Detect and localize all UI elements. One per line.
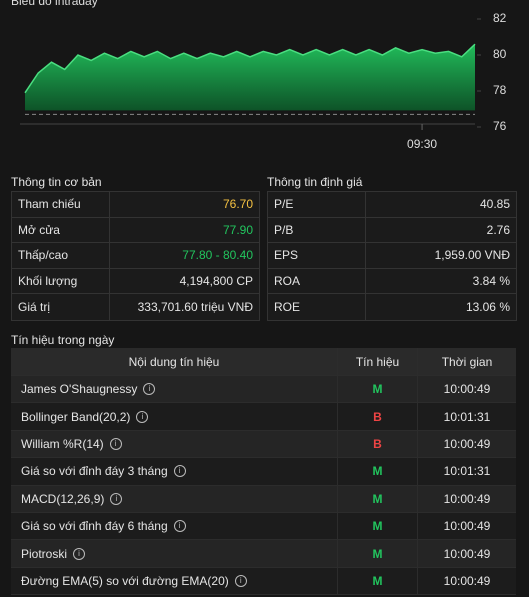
name-text: MACD(12,26,9) bbox=[21, 491, 105, 506]
signal-row: Đường EMA(5) so với đường EMA(20) i M 10:00… bbox=[11, 567, 516, 596]
signal-row: Piotroski i M 10:00:49 bbox=[11, 540, 516, 568]
signal-name: Giá so với đỉnh đáy 3 tháng i bbox=[11, 458, 338, 485]
info-icon: i bbox=[109, 437, 122, 450]
info-row: Tham chiếu 76.70 bbox=[12, 192, 259, 218]
signal-row: James O'Shaugnessy i M 10:00:49 bbox=[11, 376, 516, 404]
signal-name: Giá so với đỉnh đáy 6 tháng i bbox=[11, 512, 338, 540]
value: 77.90 bbox=[222, 222, 253, 237]
value: 2.76 bbox=[486, 222, 510, 237]
label: ROA bbox=[268, 268, 366, 294]
time: 10:01:31 bbox=[443, 409, 491, 424]
label: Thấp/cao bbox=[12, 243, 110, 268]
signal: B bbox=[338, 403, 418, 430]
info-row: ROE 13.06 % bbox=[268, 294, 516, 320]
signal-name: William %R(14) i bbox=[11, 430, 338, 458]
info-icon: i bbox=[143, 383, 156, 396]
signal-row: Bollinger Band(20,2) i B 10:01:31 bbox=[11, 403, 516, 431]
signal-name: Đường EMA(5) so với đường EMA(20) i bbox=[11, 567, 338, 595]
label: Tham chiếu bbox=[12, 192, 110, 217]
time: 10:00:49 bbox=[443, 382, 491, 397]
y-tick-label: 76 bbox=[493, 119, 507, 133]
info-table: P/E 40.85 P/B 2.76 EPS 1,959.00 VNĐ ROA 3.84 % R… bbox=[267, 191, 517, 321]
y-tick-label: 78 bbox=[493, 83, 507, 97]
info-icon: i bbox=[73, 547, 86, 560]
value: 3.84 % bbox=[472, 274, 510, 289]
y-tick-label: 80 bbox=[493, 47, 507, 61]
signal: M bbox=[338, 485, 418, 512]
section-title: Thông tin cơ bản bbox=[11, 175, 102, 189]
column-header: Thời gian bbox=[441, 354, 493, 369]
time: 10:00:49 bbox=[443, 436, 491, 451]
info-row: P/B 2.76 bbox=[268, 217, 516, 244]
time: 10:00:49 bbox=[443, 573, 491, 588]
value: 1,959.00 VNĐ bbox=[434, 248, 510, 263]
signal: M bbox=[338, 567, 418, 595]
info-row: Mở cửa 77.90 bbox=[12, 217, 259, 244]
name-text: Bollinger Band(20,2) bbox=[21, 409, 131, 424]
signal-row: Giá so với đỉnh đáy 3 tháng i M 10:01:31 bbox=[11, 458, 516, 486]
value: 333,701.60 triệu VNĐ bbox=[137, 300, 253, 315]
x-tick-label: 09:30 bbox=[407, 137, 437, 151]
info-icon: i bbox=[173, 520, 186, 533]
label: P/B bbox=[268, 217, 366, 243]
time: 10:00:49 bbox=[443, 546, 491, 561]
signal-row: Giá so với đỉnh đáy 6 tháng i M 10:00:49 bbox=[11, 512, 516, 541]
name-text: Giá so với đỉnh đáy 6 tháng bbox=[21, 519, 168, 534]
label: Khối lượng bbox=[12, 268, 110, 294]
info-row: ROA 3.84 % bbox=[268, 268, 516, 295]
header-row: Nội dung tín hiệu Tín hiệu Thời gian bbox=[11, 348, 516, 376]
y-tick-label: 82 bbox=[493, 11, 507, 25]
signal-table: Nội dung tín hiệu Tín hiệu Thời gian James … bbox=[11, 348, 516, 596]
signal-name: Piotroski i bbox=[11, 540, 338, 567]
name-text: Giá so với đỉnh đáy 3 tháng bbox=[21, 464, 168, 479]
signal-name: James O'Shaugnessy i bbox=[11, 376, 338, 403]
chart-title: Biểu đồ intraday bbox=[11, 0, 98, 8]
label: ROE bbox=[268, 294, 366, 320]
area bbox=[25, 44, 475, 111]
time: 10:01:31 bbox=[443, 464, 491, 479]
name-text: Piotroski bbox=[21, 546, 68, 561]
line bbox=[24, 43, 476, 94]
name-text: William %R(14) bbox=[21, 436, 104, 451]
info-icon: i bbox=[136, 410, 149, 423]
info-row: P/E 40.85 bbox=[268, 192, 516, 218]
section-title: Tín hiệu trong ngày bbox=[11, 333, 115, 347]
signal-row: William %R(14) i B 10:00:49 bbox=[11, 430, 516, 459]
signal-name: Bollinger Band(20,2) i bbox=[11, 403, 338, 430]
signal: M bbox=[338, 376, 418, 403]
chart: Biểu đồ intraday 76 78 80 82 09:30 bbox=[11, 0, 507, 151]
value: 76.70 bbox=[222, 197, 253, 212]
time: 10:00:49 bbox=[443, 519, 491, 534]
signal-name: MACD(12,26,9) i bbox=[11, 485, 338, 512]
column-header: Nội dung tín hiệu bbox=[11, 348, 338, 375]
value: 13.06 % bbox=[465, 300, 510, 315]
info-row: EPS 1,959.00 VNĐ bbox=[268, 243, 516, 269]
info-row: Khối lượng 4,194,800 CP bbox=[12, 268, 259, 295]
value: 40.85 bbox=[479, 197, 510, 212]
info-icon: i bbox=[110, 492, 123, 505]
value: 77.80 - 80.40 bbox=[182, 248, 253, 263]
section-title: Thông tin định giá bbox=[267, 175, 363, 189]
info-row: Thấp/cao 77.80 - 80.40 bbox=[12, 243, 259, 269]
signal-row: MACD(12,26,9) i M 10:00:49 bbox=[11, 485, 516, 513]
value: 4,194,800 CP bbox=[179, 274, 253, 289]
label: EPS bbox=[268, 243, 366, 268]
signal: M bbox=[338, 458, 418, 485]
name-text: James O'Shaugnessy bbox=[21, 382, 138, 397]
label: Giá trị bbox=[12, 294, 110, 320]
label: Mở cửa bbox=[12, 217, 110, 243]
signal: M bbox=[338, 512, 418, 540]
column-header: Tín hiệu bbox=[338, 348, 418, 375]
label: P/E bbox=[268, 192, 366, 217]
info-icon: i bbox=[234, 574, 247, 587]
time: 10:00:49 bbox=[443, 491, 491, 506]
info-icon: i bbox=[173, 465, 186, 478]
signal: M bbox=[338, 540, 418, 567]
info-table: Tham chiếu 76.70 Mở cửa 77.90 Thấp/cao 77.80 … bbox=[11, 191, 260, 321]
name-text: Đường EMA(5) so với đường EMA(20) bbox=[21, 573, 229, 588]
info-row: Giá trị 333,701.60 triệu VNĐ bbox=[12, 294, 259, 320]
signal: B bbox=[338, 430, 418, 458]
